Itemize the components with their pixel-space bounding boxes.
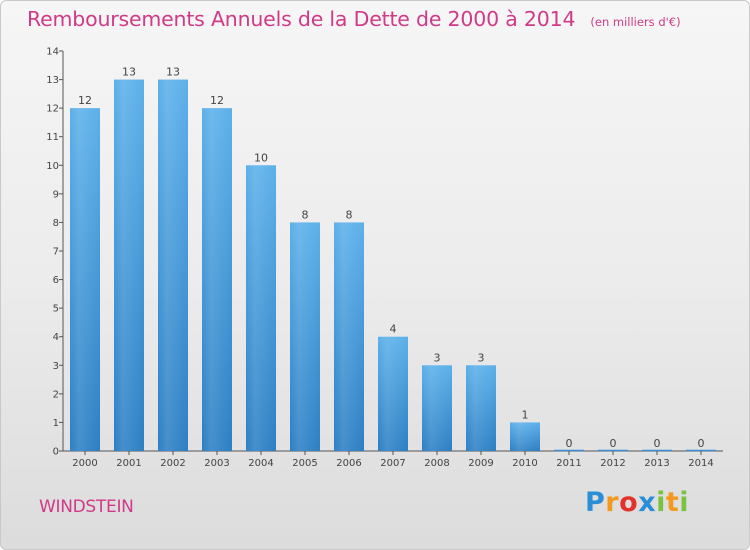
- x-tick-label: 2012: [600, 458, 625, 469]
- x-tick-label: 2000: [72, 458, 97, 469]
- x-tick-label: 2009: [468, 458, 493, 469]
- bar-value-label: 8: [302, 208, 309, 221]
- bar-shine: [378, 336, 408, 451]
- y-tick-label: 0: [53, 447, 59, 458]
- y-tick-label: 9: [53, 189, 59, 200]
- bar-shine: [510, 422, 540, 451]
- bar-shine: [246, 165, 276, 452]
- bar-shine: [114, 79, 144, 452]
- x-tick-label: 2013: [644, 458, 669, 469]
- y-tick-label: 3: [53, 361, 59, 372]
- bar-value-label: 0: [698, 437, 705, 450]
- bar-shine: [202, 108, 232, 452]
- bar-value-label: 3: [478, 351, 485, 364]
- x-tick-label: 2007: [380, 458, 405, 469]
- logo-letter: i: [679, 487, 690, 518]
- y-tick-label: 7: [53, 247, 59, 258]
- x-tick-label: 2002: [160, 458, 185, 469]
- bar-value-label: 3: [434, 351, 441, 364]
- logo-letter: o: [619, 487, 639, 518]
- bar-value-label: 0: [610, 437, 617, 450]
- y-tick-label: 11: [46, 132, 59, 143]
- bar-shine: [158, 79, 188, 452]
- x-tick-label: 2005: [292, 458, 317, 469]
- y-tick-label: 1: [53, 418, 59, 429]
- bar-shine: [334, 222, 364, 451]
- y-tick-label: 4: [53, 332, 59, 343]
- x-tick-label: 2006: [336, 458, 361, 469]
- chart-subtitle: (en milliers d'€): [590, 15, 681, 29]
- y-tick-label: 13: [46, 75, 59, 86]
- y-tick-label: 8: [53, 218, 59, 229]
- x-tick-label: 2010: [512, 458, 537, 469]
- commune-name: WINDSTEIN: [39, 497, 134, 517]
- y-tick-label: 14: [46, 47, 59, 58]
- bar-value-label: 12: [78, 94, 92, 107]
- logo-letter: i: [656, 487, 666, 518]
- x-tick-label: 2003: [204, 458, 229, 469]
- bar-value-label: 13: [122, 66, 136, 79]
- y-tick-label: 5: [53, 304, 59, 315]
- y-tick-label: 10: [46, 161, 59, 172]
- x-tick-label: 2014: [688, 458, 713, 469]
- bar-value-label: 12: [210, 94, 224, 107]
- x-tick-label: 2011: [556, 458, 581, 469]
- y-tick-label: 2: [53, 389, 59, 400]
- title-row: Remboursements Annuels de la Dette de 20…: [27, 7, 681, 31]
- x-tick-label: 2008: [424, 458, 449, 469]
- bar-shine: [466, 365, 496, 451]
- logo-letter: P: [585, 487, 606, 518]
- bar-value-label: 10: [254, 151, 268, 164]
- bar-value-label: 0: [654, 437, 661, 450]
- bar-shine: [70, 108, 100, 452]
- bar-value-label: 1: [522, 408, 529, 421]
- bar-value-label: 4: [390, 323, 397, 336]
- bar-value-label: 8: [346, 208, 353, 221]
- logo-letter: t: [665, 487, 680, 518]
- bar-value-label: 0: [566, 437, 573, 450]
- logo-letter: r: [605, 487, 620, 518]
- proxiti-logo: Proxiti: [585, 487, 689, 518]
- y-tick-label: 6: [53, 275, 59, 286]
- chart-title: Remboursements Annuels de la Dette de 20…: [27, 7, 576, 31]
- y-tick-label: 12: [46, 104, 59, 115]
- x-tick-label: 2004: [248, 458, 273, 469]
- logo-letter: x: [638, 487, 657, 518]
- bar-value-label: 13: [166, 66, 180, 79]
- x-tick-label: 2001: [116, 458, 141, 469]
- bar-shine: [290, 222, 320, 451]
- bar-shine: [422, 365, 452, 451]
